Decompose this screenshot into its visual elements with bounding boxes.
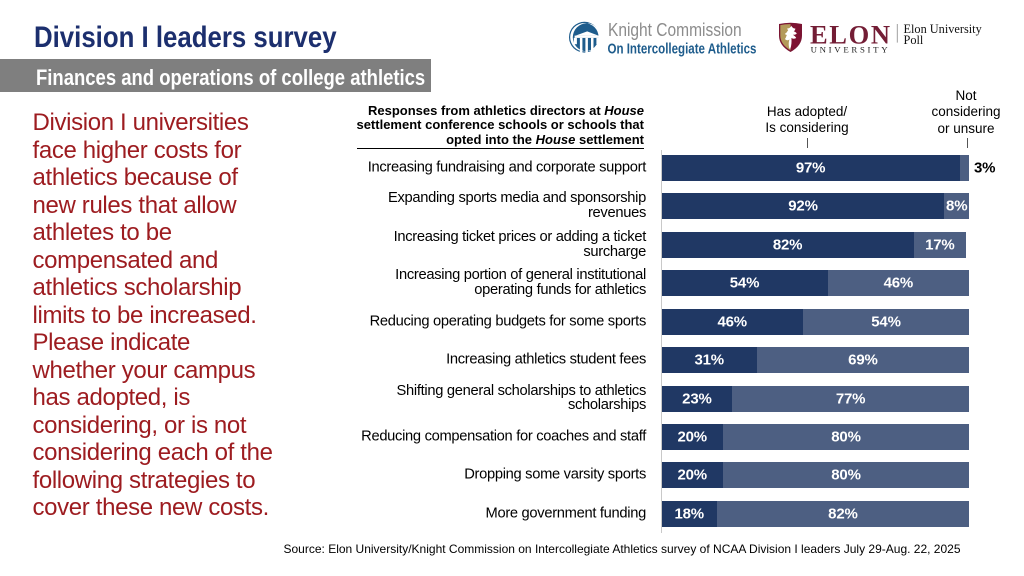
svg-text:UNIVERSITY: UNIVERSITY (811, 44, 890, 54)
svg-text:Poll: Poll (904, 33, 924, 47)
svg-text:On Intercollegiate Athletics: On Intercollegiate Athletics (608, 40, 757, 57)
svg-text:Knight Commission: Knight Commission (608, 20, 742, 40)
svg-text:ELON: ELON (810, 21, 890, 49)
svg-text:Elon University: Elon University (904, 22, 983, 36)
